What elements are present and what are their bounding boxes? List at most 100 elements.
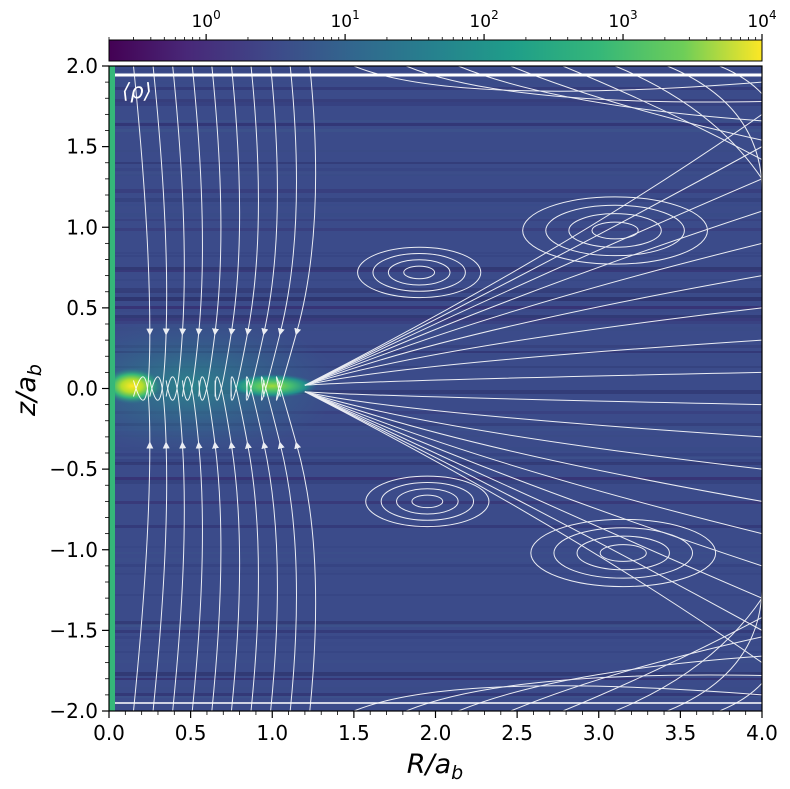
heatmap-band	[109, 204, 762, 206]
heatmap-band	[109, 321, 762, 324]
heatmap-band	[109, 564, 762, 567]
heatmap-band	[109, 411, 762, 414]
streamline	[149, 376, 170, 711]
streamline	[149, 66, 170, 401]
heatmap-band	[109, 129, 762, 132]
heatmap-band	[109, 672, 762, 676]
streamline	[458, 655, 762, 711]
heatmap-band	[109, 687, 762, 690]
vortex-loop	[545, 204, 685, 257]
streamline	[304, 210, 762, 386]
heatmap-band	[109, 279, 762, 281]
streamline	[132, 376, 154, 711]
heatmap-band	[109, 81, 762, 84]
heatmap-band	[109, 102, 762, 106]
vortex-loop	[357, 246, 482, 299]
streamline	[260, 376, 297, 711]
streamline	[275, 376, 317, 711]
streamline	[719, 559, 762, 711]
heatmap-band	[109, 561, 762, 563]
streamline	[304, 339, 762, 386]
y-tick-label: 1.5	[66, 135, 98, 159]
heatmap-band	[109, 594, 762, 596]
streamline	[304, 391, 762, 470]
x-axis-label: R/ab	[407, 749, 463, 784]
heatmap-band	[109, 447, 762, 451]
y-tick-label: 2.0	[66, 54, 98, 78]
vortex-loop	[403, 265, 436, 280]
heatmap-band	[109, 480, 762, 484]
panel-label: ⟨ρ⟩	[122, 79, 152, 103]
heatmap-band	[109, 309, 762, 312]
heatmap-band	[109, 123, 762, 126]
vortex-loop	[372, 253, 466, 292]
colorbar: 100 101 102 103 104	[108, 8, 777, 62]
streamline	[304, 391, 762, 406]
x-tick-label: 1.0	[256, 721, 288, 745]
heatmap-band	[109, 315, 762, 318]
heatmap-band	[109, 693, 762, 696]
heatmap-band	[109, 426, 762, 430]
heatmap-band	[109, 501, 762, 504]
heatmap-band	[109, 294, 762, 298]
heatmap-band	[109, 570, 762, 574]
vortex-loop	[380, 481, 475, 521]
heatmap-band	[109, 477, 762, 480]
streamlines	[132, 66, 762, 711]
y-tick-label: −0.5	[49, 457, 98, 481]
streamline	[245, 376, 278, 711]
streamline	[304, 307, 762, 386]
x-tick-label: 2.0	[420, 721, 452, 745]
heatmap-band	[109, 429, 762, 431]
colorbar-gradient	[108, 39, 763, 62]
heatmap-band	[109, 171, 762, 175]
x-tick-label: 0.0	[93, 721, 125, 745]
heatmap-band	[109, 390, 762, 394]
vortex-loop	[522, 196, 708, 265]
heatmap-band	[109, 78, 762, 80]
vortex-loop	[591, 221, 639, 240]
streamline	[719, 66, 762, 218]
heatmap-band	[109, 291, 762, 293]
heatmap-band	[109, 354, 762, 358]
streamline	[304, 275, 762, 386]
streamline	[275, 66, 317, 401]
streamline	[304, 391, 762, 567]
heatmap-band	[109, 546, 762, 548]
streamline	[245, 66, 278, 401]
density-peak-mid	[227, 374, 317, 398]
heatmap-band	[109, 435, 762, 437]
heatmap-band	[109, 198, 762, 202]
heatmap-band	[109, 453, 762, 457]
streamline	[304, 146, 762, 386]
heatmap-band	[109, 621, 762, 625]
streamline	[214, 376, 241, 711]
heatmap-band	[109, 255, 762, 257]
colorbar-tick-label: 103	[608, 8, 637, 32]
heatmap-band	[109, 366, 762, 368]
streamline	[198, 376, 222, 711]
vortex-loop	[576, 535, 670, 571]
x-tick-label: 3.5	[664, 721, 696, 745]
heatmap-band	[109, 462, 762, 465]
heatmap-band	[109, 162, 762, 164]
x-tick-label: 2.5	[501, 721, 533, 745]
colorbar-tick-label: 102	[469, 8, 498, 32]
streamline	[510, 636, 762, 711]
y-tick-label: 0.0	[66, 377, 98, 401]
vortex-loop	[568, 213, 662, 248]
plot-area	[109, 66, 762, 711]
y-tick-label: −1.0	[49, 538, 98, 562]
heatmap-band	[109, 696, 762, 698]
streamline	[304, 391, 762, 599]
streamline	[304, 242, 762, 386]
x-tick-label: 1.5	[338, 721, 370, 745]
heatmap-band	[109, 87, 762, 90]
heatmap-band	[109, 189, 762, 193]
axis-density-strip	[109, 66, 115, 711]
x-tick-label: 4.0	[746, 721, 778, 745]
heatmap-band	[109, 120, 762, 122]
y-tick-label: −2.0	[49, 699, 98, 723]
heatmap-band	[109, 96, 762, 99]
streamline	[304, 113, 762, 386]
